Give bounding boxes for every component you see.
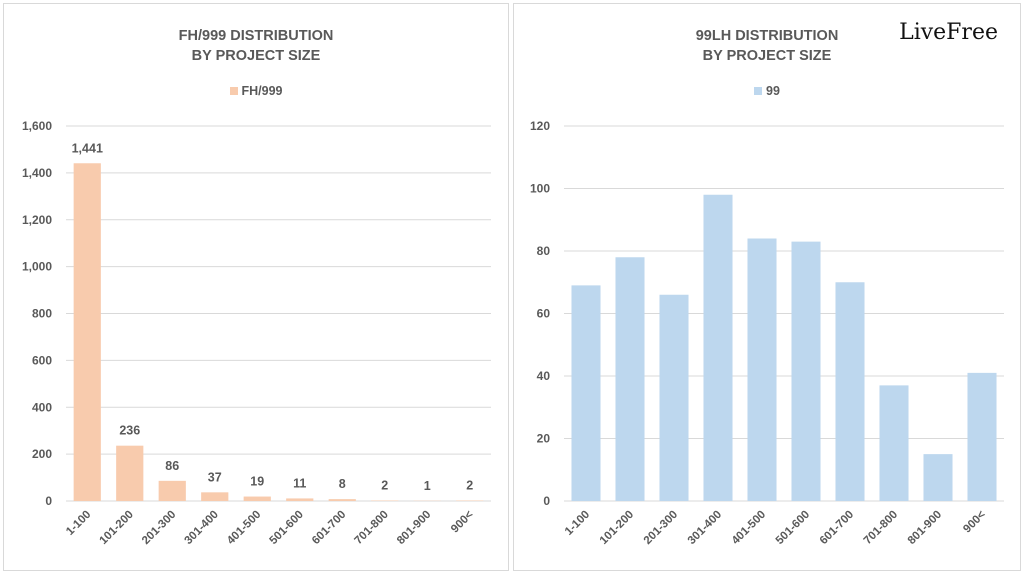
data-label: 11 bbox=[293, 476, 306, 490]
bar bbox=[201, 492, 229, 501]
y-tick-label: 1,600 bbox=[22, 119, 52, 133]
chart-title-line1: FH/999 DISTRIBUTION bbox=[178, 28, 334, 44]
chart-title: FH/999 DISTRIBUTION BY PROJECT SIZE bbox=[4, 26, 508, 66]
data-label: 2 bbox=[381, 479, 388, 493]
chart-panel-fh999: FH/999 DISTRIBUTION BY PROJECT SIZE FH/9… bbox=[3, 3, 509, 571]
chart-title-line2: BY PROJECT SIZE bbox=[191, 48, 321, 64]
livefree-logo: LiveFree bbox=[899, 20, 998, 45]
x-tick-label: 301-400 bbox=[686, 509, 724, 547]
y-tick-label: 0 bbox=[45, 494, 52, 508]
x-tick-label: 101-200 bbox=[98, 509, 136, 547]
data-label: 2 bbox=[466, 479, 473, 493]
y-tick-label: 100 bbox=[530, 182, 550, 196]
bar bbox=[923, 454, 953, 501]
x-tick-label: 801-900 bbox=[395, 509, 433, 547]
x-tick-label: 501-600 bbox=[774, 509, 812, 547]
x-tick-label: 601-700 bbox=[310, 509, 348, 547]
y-tick-label: 60 bbox=[537, 307, 551, 321]
bar bbox=[879, 385, 909, 501]
data-label: 1,441 bbox=[72, 141, 103, 155]
bar bbox=[243, 496, 271, 501]
x-tick-label: 900< bbox=[449, 508, 476, 535]
x-tick-label: 900< bbox=[961, 508, 988, 535]
y-tick-label: 1,200 bbox=[22, 213, 52, 227]
bar bbox=[835, 282, 865, 501]
data-label: 8 bbox=[339, 477, 346, 491]
bar-chart-99lh: 0 20 40 60 80 100 120 1-100 101-200 201-300 301-40… bbox=[530, 119, 1004, 547]
y-tick-label: 800 bbox=[32, 307, 52, 321]
data-label: 236 bbox=[119, 424, 140, 438]
bar bbox=[791, 241, 821, 501]
y-tick-label: 80 bbox=[537, 244, 551, 258]
bar bbox=[286, 498, 314, 501]
y-tick-label: 0 bbox=[543, 494, 550, 508]
x-tick-label: 1-100 bbox=[563, 509, 592, 538]
data-label: 86 bbox=[165, 459, 179, 473]
chart-title: 99LH DISTRIBUTION BY PROJECT SIZE bbox=[514, 26, 1020, 66]
chart-panel-99lh: 99LH DISTRIBUTION BY PROJECT SIZE LiveFr… bbox=[513, 3, 1021, 571]
legend: FH/999 bbox=[4, 84, 508, 98]
bar bbox=[747, 238, 777, 501]
legend-swatch bbox=[229, 87, 238, 95]
data-label: 19 bbox=[250, 475, 264, 489]
y-tick-label: 120 bbox=[530, 119, 550, 133]
legend-label: 99 bbox=[766, 84, 780, 98]
x-tick-label: 1-100 bbox=[64, 509, 93, 538]
x-tick-label: 801-900 bbox=[906, 509, 944, 547]
bar bbox=[73, 163, 101, 501]
x-tick-label: 201-300 bbox=[140, 509, 178, 547]
x-tick-label: 701-800 bbox=[353, 509, 391, 547]
y-tick-label: 400 bbox=[32, 400, 52, 414]
bar bbox=[158, 480, 186, 501]
bar-chart-fh999: 0 200 400 600 800 1,000 1,200 1,400 1,600 1,441 1-… bbox=[22, 119, 491, 547]
y-tick-label: 600 bbox=[32, 353, 52, 367]
legend-swatch bbox=[754, 87, 763, 95]
x-tick-label: 401-500 bbox=[730, 509, 768, 547]
bar bbox=[659, 294, 689, 501]
bar bbox=[615, 257, 645, 501]
bar bbox=[328, 499, 356, 501]
bar bbox=[116, 445, 144, 501]
y-tick-label: 1,400 bbox=[22, 166, 52, 180]
legend-label: FH/999 bbox=[241, 84, 283, 98]
chart-title-line1: 99LH DISTRIBUTION bbox=[695, 28, 839, 44]
x-tick-label: 101-200 bbox=[598, 509, 636, 547]
y-tick-label: 20 bbox=[537, 432, 551, 446]
x-tick-label: 601-700 bbox=[818, 509, 856, 547]
bar bbox=[967, 372, 997, 501]
chart-title-line2: BY PROJECT SIZE bbox=[702, 48, 832, 64]
bar bbox=[703, 194, 733, 501]
x-tick-label: 301-400 bbox=[183, 509, 221, 547]
x-tick-label: 701-800 bbox=[862, 509, 900, 547]
x-tick-label: 501-600 bbox=[268, 509, 306, 547]
x-tick-label: 201-300 bbox=[642, 509, 680, 547]
y-tick-label: 1,000 bbox=[22, 260, 52, 274]
x-tick-label: 401-500 bbox=[225, 509, 263, 547]
legend: 99 bbox=[514, 84, 1020, 98]
bar bbox=[571, 285, 601, 501]
y-tick-label: 40 bbox=[537, 369, 551, 383]
data-label: 1 bbox=[424, 479, 431, 493]
data-label: 37 bbox=[208, 470, 222, 484]
y-tick-label: 200 bbox=[32, 447, 52, 461]
